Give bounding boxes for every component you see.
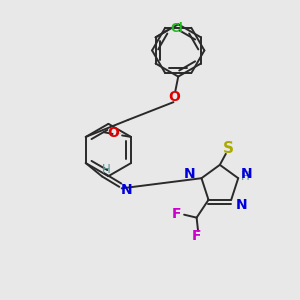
Text: F: F	[192, 229, 201, 243]
Text: methoxy: methoxy	[116, 132, 122, 134]
Text: H: H	[240, 170, 249, 183]
Text: N: N	[121, 183, 132, 197]
Text: O: O	[168, 90, 180, 104]
Text: N: N	[184, 167, 196, 181]
Text: N: N	[236, 198, 247, 212]
Text: F: F	[172, 207, 181, 221]
Text: O: O	[107, 126, 119, 140]
Text: H: H	[102, 164, 111, 176]
Text: Cl: Cl	[170, 22, 183, 35]
Text: S: S	[223, 141, 234, 156]
Text: N: N	[241, 167, 252, 181]
